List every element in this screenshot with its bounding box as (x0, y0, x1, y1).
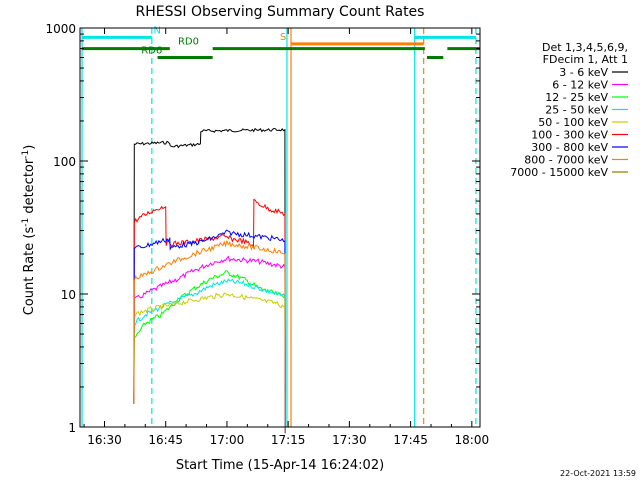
x-tick-label-6: 18:00 (455, 433, 490, 447)
y-axis-label-end: ) (22, 145, 37, 150)
series-line-4 (133, 292, 286, 434)
y-tick-label-3: 1000 (45, 22, 76, 36)
series-line-7 (133, 239, 286, 434)
legend-label-3: 25 - 50 keV (545, 104, 608, 117)
legend-label-6: 300 - 800 keV (531, 141, 608, 154)
x-tick-label-5: 17:45 (393, 433, 428, 447)
y-tick-label-1: 10 (61, 288, 76, 302)
legend: Det 1,3,4,5,6,9,FDecim 1, Att 13 - 6 keV… (510, 41, 628, 179)
vertical-marker-layer (81, 28, 477, 427)
status-label-rd0: RD0 (178, 37, 199, 48)
series-line-1 (133, 255, 286, 434)
series-line-2 (133, 270, 286, 434)
series-line-0 (133, 127, 286, 434)
y-axis-label-main: Count Rate (s (22, 227, 37, 316)
y-axis: 1 10 100 1000 (45, 22, 480, 435)
chart-title: RHESSI Observing Summary Count Rates (136, 4, 425, 20)
x-axis-label: Start Time (15-Apr-14 16:24:02) (176, 458, 384, 473)
legend-label-2: 12 - 25 keV (545, 91, 608, 104)
series-line-3 (133, 278, 286, 434)
footer-date: 22-Oct-2021 13:59 (560, 469, 636, 478)
y-axis-label-mid: detector (22, 158, 37, 218)
y-axis-label-exp1: -1 (21, 218, 31, 227)
x-tick-label-0: 16:30 (87, 433, 122, 447)
legend-header-0: Det 1,3,4,5,6,9, (542, 41, 628, 54)
legend-label-0: 3 - 6 keV (559, 66, 608, 79)
legend-label-1: 6 - 12 keV (552, 79, 608, 92)
plot-frame (79, 27, 481, 428)
y-tick-label-0: 1 (68, 421, 76, 435)
x-axis: 16:30 16:45 17:00 17:15 17:30 17:45 18:00 (83, 28, 490, 447)
legend-label-8: 7000 - 15000 keV (510, 166, 608, 179)
status-bar-layer: N S RD0 RD6 (82, 25, 480, 60)
legend-label-5: 100 - 300 keV (531, 129, 608, 142)
legend-header-1: FDecim 1, Att 1 (543, 53, 628, 66)
x-tick-label-3: 17:15 (271, 433, 306, 447)
y-tick-label-2: 100 (53, 155, 76, 169)
status-label-rd6: RD6 (141, 46, 162, 57)
series-line-6 (133, 229, 286, 434)
status-label-n: N (153, 25, 160, 36)
legend-label-4: 50 - 100 keV (538, 116, 608, 129)
x-tick-label-2: 17:00 (210, 433, 245, 447)
y-axis-label-exp2: -1 (21, 150, 31, 159)
series-layer (133, 127, 286, 434)
status-label-s: S (280, 32, 286, 43)
legend-label-7: 800 - 7000 keV (524, 154, 608, 167)
y-axis-label: Count Rate (s-1 detector-1) (21, 145, 37, 316)
x-tick-label-4: 17:30 (332, 433, 367, 447)
x-tick-label-1: 16:45 (148, 433, 183, 447)
